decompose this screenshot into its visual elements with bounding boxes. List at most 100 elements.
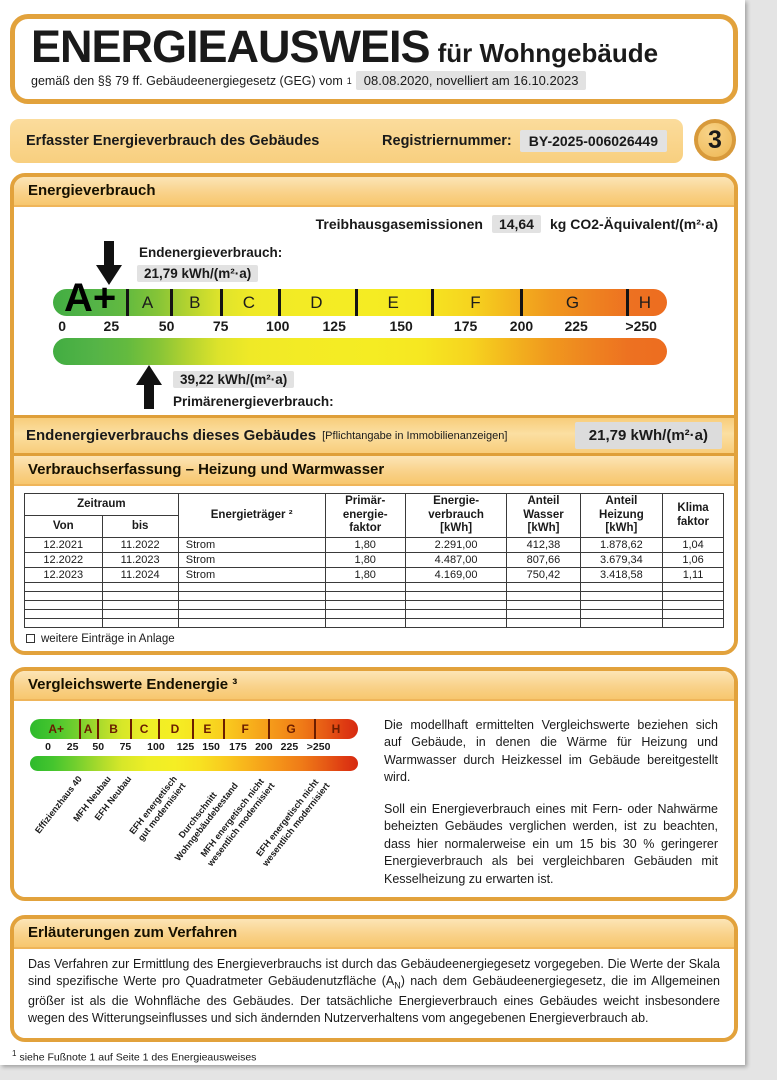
page-number: 3 — [708, 125, 722, 154]
cell-energietraeger: Strom — [177, 566, 326, 583]
law-date: 08.08.2020, novelliert am 16.10.2023 — [355, 71, 587, 91]
energy-scale: Endenergieverbrauch: 21,79 kWh/(m²·a) A+… — [53, 241, 667, 413]
cell-verbrauch: 4.487,00 — [404, 551, 508, 568]
scale-divider — [519, 289, 523, 317]
scale-divider — [222, 718, 225, 739]
ghg-value: 14,64 — [491, 215, 541, 234]
end-energy-value: 21,79 kWh/(m²·a) — [137, 265, 259, 283]
scale-letter-g: G — [565, 293, 580, 313]
footnote-marker: 1 — [12, 1048, 17, 1058]
scale-letter-c: C — [242, 293, 255, 313]
law-prefix: gemäß den §§ 79 ff. Gebäudeenergiegesetz… — [31, 73, 343, 88]
table-row-empty — [24, 599, 724, 610]
scale-tick: 100 — [147, 740, 165, 753]
scale-letter-h: H — [638, 293, 652, 313]
comparison-paragraph-2: Soll ein Energieverbrauch eines mit Fern… — [384, 801, 718, 886]
scale-divider — [267, 718, 270, 739]
cell-faktor: 1,80 — [324, 551, 406, 568]
scale-tick: 175 — [229, 740, 247, 753]
scale-tick: 225 — [280, 740, 299, 753]
scale-letter-b: B — [189, 293, 201, 313]
scale-tick: 200 — [509, 318, 534, 335]
registration-number-label: Registriernummer: — [382, 133, 512, 150]
col-energieverbrauch: Energie- verbrauch [kWh] — [404, 493, 508, 538]
document-subtitle: für Wohngebäude — [437, 38, 659, 68]
scale-divider — [126, 289, 130, 317]
scale-tick: 150 — [389, 318, 413, 335]
scale-tick: 0 — [58, 318, 67, 335]
col-anteil-wasser: Anteil Wasser [kWh] — [506, 493, 581, 538]
scale-letter-h: H — [331, 721, 341, 736]
cell-heizung: 1.878,62 — [579, 536, 664, 553]
energy-gradient-bar — [53, 338, 667, 366]
primary-energy-value: 39,22 kWh/(m²·a) — [173, 371, 295, 389]
comparison-text: Die modellhaft ermittelten Vergleichswer… — [384, 715, 718, 889]
scale-tick: >250 — [306, 740, 331, 753]
energy-scale-section: Treibhausgasemissionen 14,64 kg CO2-Äqui… — [14, 207, 734, 416]
scale-letter-e: E — [203, 721, 212, 736]
cell-bis: 11.2024 — [101, 566, 179, 583]
table-row-empty — [24, 608, 724, 619]
col-energietraeger: Energieträger ² — [177, 493, 326, 538]
cell-klima: 1,06 — [662, 551, 724, 568]
scale-tick: 225 — [564, 318, 588, 335]
scale-divider — [96, 718, 99, 739]
primary-energy-arrow-up-icon — [136, 365, 162, 410]
scale-letter-a: A — [83, 721, 93, 736]
cell-bis: 11.2022 — [101, 536, 179, 553]
scale-divider — [157, 718, 160, 739]
comparison-section-title: Vergleichswerte Endenergie ³ — [14, 670, 734, 701]
scale-letter-e: E — [387, 293, 399, 313]
scale-letter-d: D — [310, 293, 323, 313]
scale-letter-b: B — [109, 721, 118, 736]
cell-energietraeger: Strom — [177, 551, 326, 568]
document-title: ENERGIEAUSWEIS — [31, 21, 431, 72]
scale-divider — [130, 718, 133, 739]
cell-klima: 1,11 — [662, 566, 724, 583]
comparison-labels: Effizienzhaus 40 MFH Neubau EFH Neubau E… — [30, 771, 358, 889]
scale-tick: 150 — [202, 740, 220, 753]
page-number-badge: 3 — [694, 119, 736, 162]
scale-tick: 50 — [92, 740, 105, 753]
scale-tick: 25 — [103, 318, 120, 335]
cell-von: 12.2023 — [24, 566, 103, 583]
footnote-text: siehe Fußnote 1 auf Seite 1 des Energiea… — [19, 1051, 257, 1064]
scale-letter-a-plus: A+ — [48, 721, 65, 736]
scale-divider — [169, 289, 173, 317]
registration-number-value: BY-2025-006026449 — [519, 130, 667, 153]
scale-letter-a-plus: A+ — [64, 276, 117, 321]
scale-letter-g: G — [286, 721, 296, 736]
scale-tick: >250 — [625, 318, 657, 335]
energy-scale-band: A+ A B C D E F G H — [53, 276, 667, 320]
cell-wasser: 750,42 — [506, 566, 581, 583]
end-energy-banner-title: Endenergieverbrauchs dieses Gebäudes — [26, 427, 317, 445]
scale-divider — [431, 289, 435, 317]
comparison-label: Effizienzhaus 40 — [32, 773, 84, 836]
comparison-scale-band: A+ A B C D E F G H — [30, 718, 358, 739]
header-box: ENERGIEAUSWEIS für Wohngebäude gemäß den… — [10, 14, 738, 105]
cell-wasser: 807,66 — [506, 551, 581, 568]
scale-divider — [192, 718, 195, 739]
explanation-subscript: N — [394, 980, 401, 991]
cell-heizung: 3.418,58 — [579, 566, 664, 583]
section-bar-erfasster-energieverbrauch: Erfasster Energieverbrauch des Gebäudes … — [10, 119, 683, 164]
explanation-text: Das Verfahren zur Ermittlung des Energie… — [14, 948, 734, 1038]
scale-letter-c: C — [139, 721, 149, 736]
ghg-unit: kg CO2-Äquivalent/(m²·a) — [549, 216, 718, 233]
scale-divider — [314, 718, 317, 739]
scale-letter-f: F — [241, 721, 249, 736]
cell-energietraeger: Strom — [177, 536, 326, 553]
cell-von: 12.2021 — [24, 536, 103, 553]
explanation-text-part1: Das Verfahren zur Ermittlung des Energie… — [28, 956, 720, 989]
end-energy-banner-note: [Pflichtangabe in Immobilienanzeigen] — [322, 429, 508, 442]
cell-heizung: 3.679,34 — [579, 551, 664, 568]
scale-divider — [625, 289, 629, 317]
cell-verbrauch: 4.169,00 — [404, 566, 508, 583]
cell-von: 12.2022 — [24, 551, 103, 568]
scale-letter-f: F — [470, 293, 481, 313]
scale-divider — [79, 718, 82, 739]
consumption-table-title: Verbrauchserfassung – Heizung und Warmwa… — [14, 456, 734, 487]
law-reference-line: gemäß den §§ 79 ff. Gebäudeenergiegesetz… — [31, 71, 717, 91]
energy-consumption-panel: Energieverbrauch Treibhausgasemissionen … — [10, 173, 738, 655]
more-entries-checkbox[interactable] — [26, 634, 35, 644]
